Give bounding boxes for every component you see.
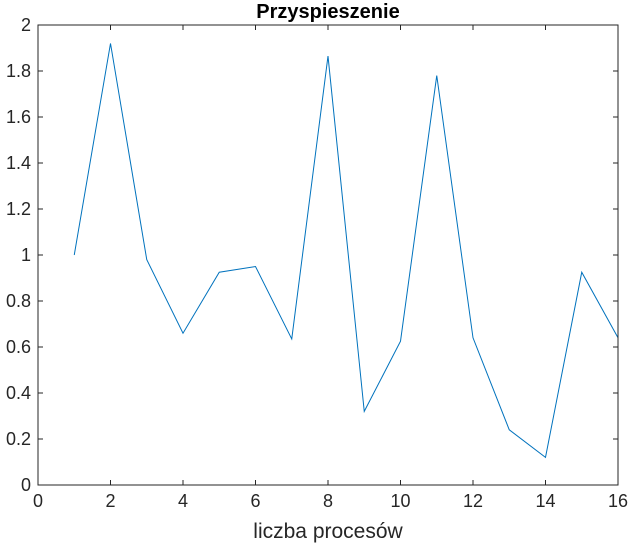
x-tick-label: 4 [178, 491, 188, 511]
x-tick-label: 12 [463, 491, 483, 511]
x-tick-label: 2 [105, 491, 115, 511]
y-tick-label: 0.6 [6, 337, 31, 357]
x-tick-label: 16 [608, 491, 628, 511]
x-tick-label: 8 [323, 491, 333, 511]
x-tick-label: 6 [250, 491, 260, 511]
y-tick-label: 0.2 [6, 429, 31, 449]
y-tick-label: 1.4 [6, 153, 31, 173]
series-group [73, 43, 619, 459]
y-tick-label: 0 [21, 475, 31, 495]
x-axis-ticks: 0 2 4 6 8 10 12 14 16 [33, 25, 628, 511]
y-tick-label: 1.6 [6, 107, 31, 127]
y-tick-label: 0.4 [6, 383, 31, 403]
x-tick-label: 14 [535, 491, 555, 511]
y-tick-label: 1.2 [6, 199, 31, 219]
x-tick-label: 0 [33, 491, 43, 511]
x-tick-label: 10 [390, 491, 410, 511]
x-axis-label: liczba procesów [253, 520, 403, 543]
series-line [73, 43, 619, 459]
y-tick-label: 1.8 [6, 61, 31, 81]
y-tick-label: 0.8 [6, 291, 31, 311]
y-tick-label: 1 [21, 245, 31, 265]
y-tick-label: 2 [21, 15, 31, 35]
chart-title: Przyspieszenie [256, 1, 399, 23]
plot-frame [37, 24, 619, 486]
y-axis-ticks: 0 0.2 0.4 0.6 0.8 1 1.2 1.4 1.6 1.8 2 [6, 15, 618, 495]
